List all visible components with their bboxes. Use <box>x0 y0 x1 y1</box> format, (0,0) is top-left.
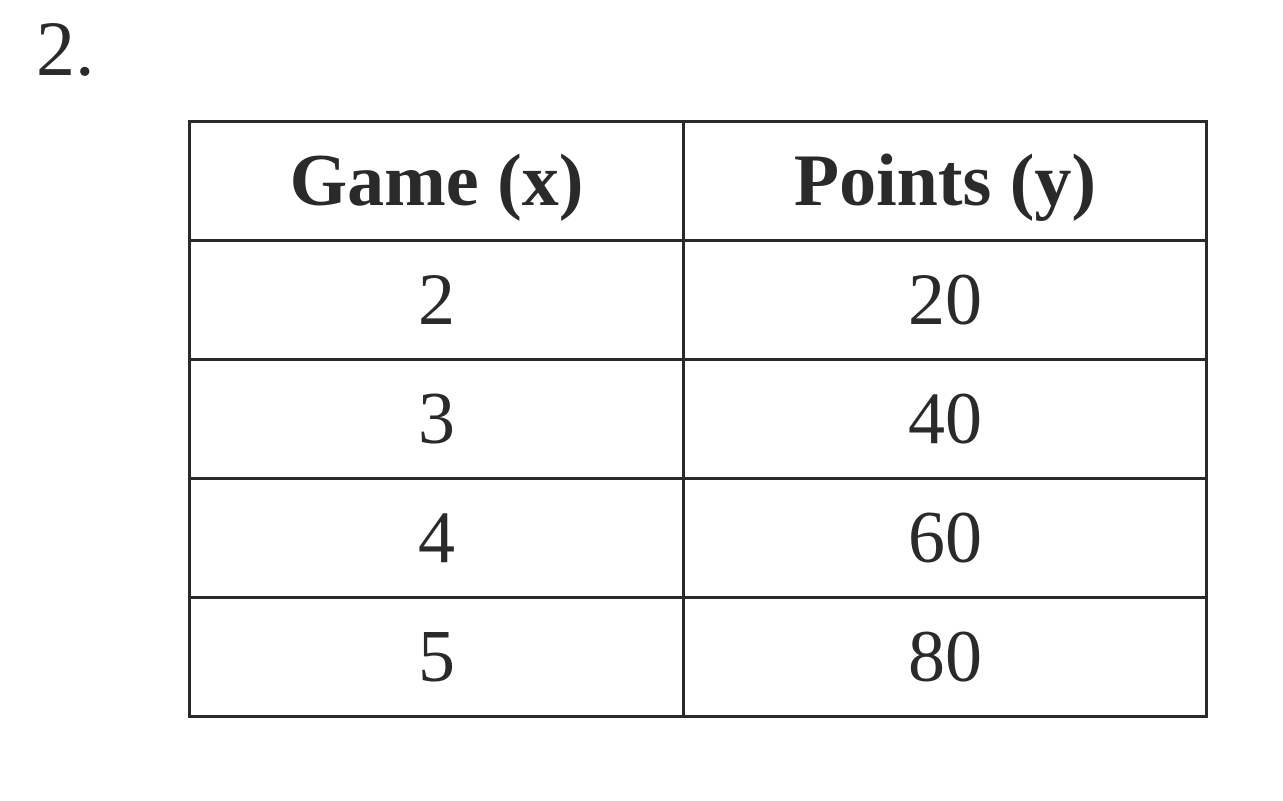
cell-points: 40 <box>682 358 1208 480</box>
cell-game: 4 <box>188 477 685 599</box>
header-points: Points (y) <box>682 120 1208 242</box>
table-row: 3 40 <box>188 358 1208 480</box>
data-table: Game (x) Points (y) 2 20 3 40 4 60 5 80 <box>188 120 1208 718</box>
cell-game: 3 <box>188 358 685 480</box>
table-row: 4 60 <box>188 477 1208 599</box>
cell-points: 60 <box>682 477 1208 599</box>
table-header-row: Game (x) Points (y) <box>188 120 1208 242</box>
cell-game: 2 <box>188 239 685 361</box>
table-row: 5 80 <box>188 596 1208 718</box>
cell-game: 5 <box>188 596 685 718</box>
cell-points: 80 <box>682 596 1208 718</box>
table-row: 2 20 <box>188 239 1208 361</box>
problem-number: 2. <box>36 5 95 92</box>
header-game: Game (x) <box>188 120 685 242</box>
cell-points: 20 <box>682 239 1208 361</box>
